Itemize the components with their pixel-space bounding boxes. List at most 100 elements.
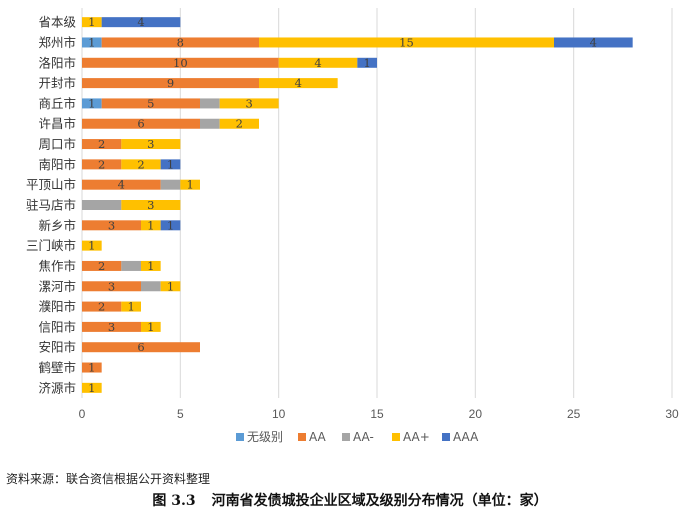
category-label: 济源市 xyxy=(38,380,76,395)
category-label: 鹤壁市 xyxy=(38,360,76,375)
data-label: 1 xyxy=(88,96,95,110)
data-label: 1 xyxy=(128,300,135,314)
source-note: 资料来源：联合资信根据公开资料整理 xyxy=(6,472,211,486)
legend-label: AAA xyxy=(453,430,479,444)
data-label: 3 xyxy=(147,198,154,212)
data-label: 2 xyxy=(98,137,105,151)
bar-segment xyxy=(141,321,161,332)
bar-segment xyxy=(101,37,260,48)
data-label: 4 xyxy=(295,76,302,90)
data-label: 1 xyxy=(187,178,194,192)
data-label: 1 xyxy=(147,218,154,232)
bar-segment xyxy=(82,118,200,129)
bar-segment xyxy=(141,281,161,292)
data-label: 3 xyxy=(108,279,115,293)
legend-swatch xyxy=(392,433,400,441)
data-label: 10 xyxy=(173,56,188,70)
data-label: 1 xyxy=(167,218,174,232)
x-tick-labels: 0 5 10 15 20 25 30 xyxy=(79,407,679,421)
bar-segment xyxy=(82,98,102,109)
data-label: 8 xyxy=(177,35,184,49)
bar-segment xyxy=(259,78,338,89)
data-label: 5 xyxy=(147,96,154,110)
x-tick-label: 30 xyxy=(665,407,679,421)
legend-swatch xyxy=(298,433,306,441)
data-label: 4 xyxy=(118,178,125,192)
bar-segment xyxy=(141,220,161,231)
bar-segment xyxy=(160,159,181,170)
figure-caption: 图 3.3 河南省发债城投企业区域及级别分布情况（单位：家） xyxy=(0,490,700,510)
data-label: 1 xyxy=(167,157,174,171)
bar-segment xyxy=(121,159,161,170)
data-label: 1 xyxy=(88,381,95,395)
bar-segment xyxy=(82,301,122,312)
data-label: 4 xyxy=(590,35,597,49)
bar-segment xyxy=(278,57,358,68)
category-label: 平顶山市 xyxy=(26,177,76,192)
category-labels: 省本级郑州市洛阳市开封市商丘市许昌市周口市南阳市平顶山市驻马店市新乡市三门峡市焦… xyxy=(26,15,77,396)
bars: 1 41 8 15 410 4 19 41 5 36 22 32 2 14 133 1 112 13 12 13 161… xyxy=(82,15,633,395)
legend-label: AA+ xyxy=(403,430,430,444)
bar-segment xyxy=(82,362,102,373)
bar-segment xyxy=(200,118,220,129)
data-label: 4 xyxy=(314,56,321,70)
bar-segment xyxy=(219,98,279,109)
bar-segment xyxy=(82,321,141,332)
legend: 无级别 AA AA- AA+ AAA xyxy=(236,430,479,444)
data-label: 2 xyxy=(236,117,243,131)
bar-segment xyxy=(101,98,200,109)
data-label: 1 xyxy=(88,35,95,49)
category-label: 郑州市 xyxy=(38,35,76,50)
category-label: 开封市 xyxy=(38,76,76,91)
data-label: 1 xyxy=(88,15,95,29)
legend-label: AA xyxy=(309,430,327,444)
grid-lines xyxy=(81,8,673,398)
bar-segment xyxy=(554,37,633,48)
category-label: 周口市 xyxy=(38,137,76,152)
data-label: 1 xyxy=(147,259,154,273)
bar-segment xyxy=(121,301,141,312)
bar-segment xyxy=(82,78,259,89)
bar-segment xyxy=(219,118,259,129)
bar-segment xyxy=(259,37,554,48)
bar-segment xyxy=(82,220,141,231)
data-label: 3 xyxy=(246,96,253,110)
data-label: 2 xyxy=(98,300,105,314)
category-label: 南阳市 xyxy=(38,157,76,172)
bar-segment xyxy=(82,159,122,170)
category-label: 濮阳市 xyxy=(38,299,76,314)
category-label: 三门峡市 xyxy=(26,238,76,253)
bar-segment xyxy=(160,281,181,292)
category-label: 许昌市 xyxy=(38,116,76,131)
bar-segment xyxy=(82,57,279,68)
bar-segment xyxy=(160,220,181,231)
data-label: 6 xyxy=(137,340,144,354)
category-label: 新乡市 xyxy=(38,218,76,233)
data-label: 4 xyxy=(137,15,144,29)
legend-swatch xyxy=(442,433,450,441)
bar-segment xyxy=(357,57,377,68)
category-label: 漯河市 xyxy=(38,279,76,294)
data-label: 3 xyxy=(108,320,115,334)
legend-label: AA- xyxy=(353,430,374,444)
bar-segment xyxy=(160,179,181,190)
bar-segment xyxy=(82,139,122,150)
category-label: 安阳市 xyxy=(38,340,76,355)
bar-segment xyxy=(180,179,200,190)
bar-segment xyxy=(82,240,102,251)
category-label: 焦作市 xyxy=(38,258,76,273)
bar-segment xyxy=(121,200,181,210)
caption-text: 河南省发债城投企业区域及级别分布情况（单位：家） xyxy=(211,493,548,509)
bar-segment xyxy=(82,17,102,28)
data-label: 3 xyxy=(147,137,154,151)
legend-swatch xyxy=(236,433,244,441)
data-label: 1 xyxy=(167,279,174,293)
bar-segment xyxy=(200,98,220,109)
stacked-bar-chart: 1 41 8 15 410 4 19 41 5 36 22 32 2 14 133 1 112 13 12 13 161… xyxy=(26,8,679,444)
x-tick-label: 25 xyxy=(567,407,581,421)
data-label: 2 xyxy=(98,259,105,273)
data-label: 1 xyxy=(88,361,95,375)
caption-number: 图 3.3 xyxy=(152,493,196,509)
bar-segment xyxy=(82,37,102,48)
data-label: 9 xyxy=(167,76,174,90)
